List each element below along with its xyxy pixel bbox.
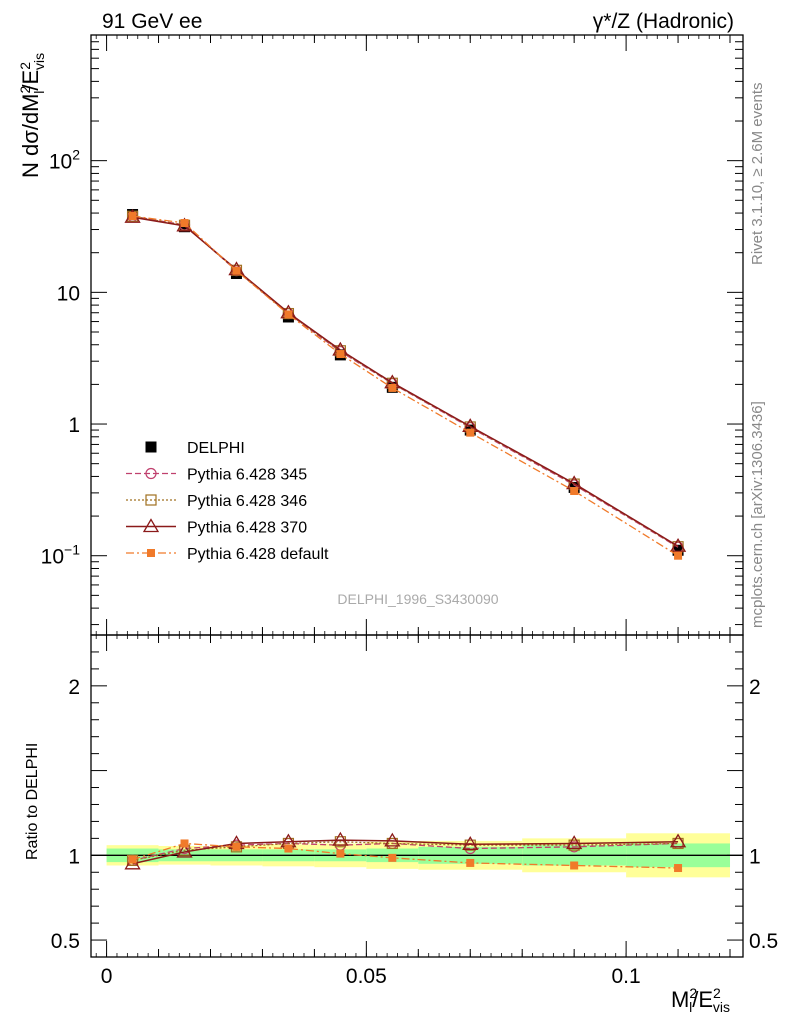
- data-point: [180, 219, 189, 228]
- data-point: [388, 383, 397, 392]
- data-point: [674, 551, 683, 560]
- y-tick-label: 102: [49, 147, 80, 174]
- ratio-y-tick-label-right: 2: [749, 676, 761, 699]
- data-point: [669, 537, 687, 552]
- data-point: [672, 544, 684, 556]
- data-point: [284, 310, 293, 319]
- ratio-point: [566, 835, 583, 850]
- ratio-point: [462, 836, 479, 850]
- series-line: [132, 216, 679, 547]
- ratio-frame: [90, 634, 744, 958]
- ratio-point: [180, 839, 189, 848]
- ratio-y-tick-label-right: 0.5: [749, 930, 778, 953]
- ratio-point: [674, 864, 683, 873]
- x-tick-label: 0.1: [612, 965, 641, 988]
- data-point: [232, 266, 241, 275]
- data-point: [336, 350, 345, 359]
- main-plot: 10−1 1 10 102: [41, 34, 744, 957]
- x-tick-label: 0.05: [346, 965, 387, 988]
- ratio-point: [669, 833, 687, 848]
- header-right: γ*/Z (Hadronic): [593, 10, 734, 33]
- rivet-label: Rivet 3.1.10, ≥ 2.6M events: [749, 83, 766, 266]
- ratio-point: [384, 832, 401, 847]
- svg-text:M2l/E2vis: M2 l/E2 vis: [671, 985, 730, 1015]
- ratio-y-tick-label: 1: [68, 845, 80, 868]
- x-tick-label: 0: [101, 965, 113, 988]
- legend-label: Pythia 6.428 default: [187, 546, 329, 563]
- ratio-point: [176, 843, 193, 858]
- ratio-point: [284, 844, 293, 853]
- ratio-point: [126, 854, 139, 867]
- main-frame: [90, 34, 744, 636]
- main-ylabel: N dσ/dM2l/E2vis: [17, 53, 47, 178]
- ratio-point: [232, 842, 241, 851]
- ratio-point: [388, 853, 397, 862]
- ratio-y-tick-label: 0.5: [51, 930, 80, 953]
- ratio-y-tick-label-right: 1: [749, 845, 761, 868]
- mcplots-label: mcplots.cern.ch [arXiv:1306.3436]: [749, 401, 766, 628]
- legend-label: Pythia 6.428 346: [187, 493, 307, 510]
- ratio-series-line: [132, 839, 679, 865]
- y-tick-label: 10−1: [41, 542, 81, 569]
- ratio-point: [332, 831, 349, 846]
- legend-label: Pythia 6.428 345: [187, 467, 307, 484]
- svg-text:N dσ/dM2l/E2vis: N dσ/dM2l/E2vis: [17, 53, 47, 178]
- legend-marker: [147, 549, 155, 557]
- ratio-series-line: [132, 841, 679, 862]
- y-tick-label: 10: [57, 282, 80, 305]
- ratio-plot: 0 0.05 0.1 0.5 0.5 1 1 2 2: [51, 634, 778, 988]
- legend-marker: [145, 441, 157, 453]
- ratio-point: [466, 858, 475, 867]
- ratio-point: [570, 861, 579, 870]
- analysis-watermark: DELPHI_1996_S3430090: [337, 591, 498, 607]
- ratio-point: [336, 849, 345, 858]
- y-tick-label: 1: [68, 414, 80, 437]
- ratio-y-tick-label: 2: [68, 676, 80, 699]
- legend-label: Pythia 6.428 370: [187, 520, 307, 537]
- data-point: [570, 487, 579, 496]
- ratio-xlabel: M2 l/E2 vis: [671, 985, 730, 1015]
- legend-marker: [142, 518, 160, 533]
- legend-marker: [145, 494, 157, 506]
- legend: DELPHI Pythia 6.428 345 Pythia 6.428 346 Py…: [126, 440, 329, 563]
- data-point: [466, 428, 475, 437]
- legend-marker: [145, 467, 157, 480]
- ratio-point: [128, 855, 137, 864]
- data-point: [128, 211, 137, 220]
- ratio-ylabel: Ratio to DELPHI: [24, 743, 41, 860]
- header-left: 91 GeV ee: [102, 10, 202, 33]
- legend-label: DELPHI: [187, 440, 245, 457]
